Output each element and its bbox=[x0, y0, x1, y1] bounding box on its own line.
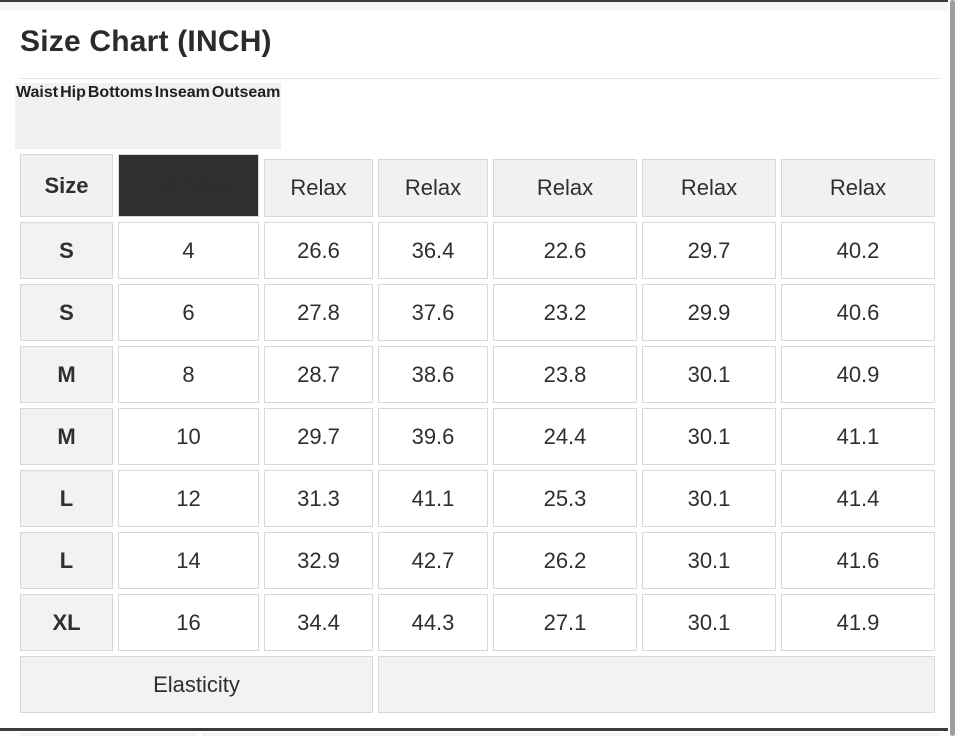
bottom-frame-line bbox=[0, 728, 960, 731]
table-body: S 4 26.6 36.4 22.6 29.7 40.2 S 6 27.8 37… bbox=[20, 222, 935, 651]
fit-type-cell: Relax bbox=[642, 159, 776, 217]
size-cell: S bbox=[20, 222, 113, 279]
us-size-cell: 6 bbox=[118, 284, 259, 341]
page-title: Size Chart (INCH) bbox=[20, 25, 272, 58]
inseam-cell: 30.1 bbox=[642, 408, 776, 465]
title-divider bbox=[20, 78, 940, 79]
table-row: M 8 28.7 38.6 23.8 30.1 40.9 bbox=[20, 346, 935, 403]
bottoms-cell: 23.8 bbox=[493, 346, 637, 403]
size-cell: S bbox=[20, 284, 113, 341]
outseam-cell: 40.6 bbox=[781, 284, 935, 341]
measure-column-header: Bottoms bbox=[86, 83, 154, 149]
inseam-cell: 30.1 bbox=[642, 470, 776, 527]
footer-row: Elasticity bbox=[20, 656, 935, 713]
us-size-cell: 8 bbox=[118, 346, 259, 403]
bottoms-cell: 22.6 bbox=[493, 222, 637, 279]
outseam-cell: 40.9 bbox=[781, 346, 935, 403]
fit-type-cell: Relax bbox=[264, 159, 373, 217]
us-size-cell: 10 bbox=[118, 408, 259, 465]
measure-column-header: Inseam bbox=[153, 83, 211, 149]
bottoms-cell: 25.3 bbox=[493, 470, 637, 527]
hip-cell: 37.6 bbox=[378, 284, 488, 341]
us-size-column-header: US Size bbox=[118, 154, 259, 217]
us-size-cell: 16 bbox=[118, 594, 259, 651]
fit-type-cell: Relax bbox=[781, 159, 935, 217]
size-chart-panel: Size Chart (INCH) Waist Hip Bottoms Inse… bbox=[0, 10, 955, 718]
waist-cell: 29.7 bbox=[264, 408, 373, 465]
waist-cell: 26.6 bbox=[264, 222, 373, 279]
outseam-cell: 41.6 bbox=[781, 532, 935, 589]
elasticity-label: Elasticity bbox=[20, 656, 373, 713]
bottoms-cell: 23.2 bbox=[493, 284, 637, 341]
hip-cell: 42.7 bbox=[378, 532, 488, 589]
hip-cell: 41.1 bbox=[378, 470, 488, 527]
us-size-cell: 4 bbox=[118, 222, 259, 279]
next-section-peek bbox=[20, 733, 197, 736]
table-row: L 12 31.3 41.1 25.3 30.1 41.4 bbox=[20, 470, 935, 527]
size-cell: XL bbox=[20, 594, 113, 651]
size-cell: L bbox=[20, 532, 113, 589]
waist-cell: 27.8 bbox=[264, 284, 373, 341]
inseam-cell: 29.9 bbox=[642, 284, 776, 341]
table-row: S 6 27.8 37.6 23.2 29.9 40.6 bbox=[20, 284, 935, 341]
bottoms-cell: 24.4 bbox=[493, 408, 637, 465]
waist-cell: 31.3 bbox=[264, 470, 373, 527]
table-row: M 10 29.7 39.6 24.4 30.1 41.1 bbox=[20, 408, 935, 465]
waist-cell: 32.9 bbox=[264, 532, 373, 589]
elasticity-value-empty bbox=[378, 656, 935, 713]
measure-column-header: Waist bbox=[15, 83, 60, 149]
size-cell: M bbox=[20, 408, 113, 465]
top-frame-line bbox=[0, 0, 960, 2]
outseam-cell: 40.2 bbox=[781, 222, 935, 279]
inseam-cell: 29.7 bbox=[642, 222, 776, 279]
measure-column-header: Hip bbox=[59, 83, 87, 149]
size-chart-table: Size US Size Relax Relax Relax Relax Rel… bbox=[15, 149, 940, 718]
table-row: L 14 32.9 42.7 26.2 30.1 41.6 bbox=[20, 532, 935, 589]
fit-type-cell: Relax bbox=[493, 159, 637, 217]
top-band bbox=[0, 2, 960, 10]
bottoms-cell: 27.1 bbox=[493, 594, 637, 651]
hip-cell: 44.3 bbox=[378, 594, 488, 651]
size-cell: L bbox=[20, 470, 113, 527]
outseam-cell: 41.1 bbox=[781, 408, 935, 465]
header-row-fit: Relax Relax Relax Relax Relax bbox=[20, 159, 935, 217]
next-section-peek bbox=[202, 733, 940, 736]
hip-cell: 39.6 bbox=[378, 408, 488, 465]
bottoms-cell: 26.2 bbox=[493, 532, 637, 589]
table-row: XL 16 34.4 44.3 27.1 30.1 41.9 bbox=[20, 594, 935, 651]
size-cell: M bbox=[20, 346, 113, 403]
inseam-cell: 30.1 bbox=[642, 532, 776, 589]
table-row: S 4 26.6 36.4 22.6 29.7 40.2 bbox=[20, 222, 935, 279]
inseam-cell: 30.1 bbox=[642, 346, 776, 403]
measure-column-header: Outseam bbox=[210, 83, 282, 149]
inseam-cell: 30.1 bbox=[642, 594, 776, 651]
fit-type-cell: Relax bbox=[378, 159, 488, 217]
hip-cell: 38.6 bbox=[378, 346, 488, 403]
waist-cell: 28.7 bbox=[264, 346, 373, 403]
hip-cell: 36.4 bbox=[378, 222, 488, 279]
scrollbar-thumb[interactable] bbox=[950, 0, 955, 736]
waist-cell: 34.4 bbox=[264, 594, 373, 651]
us-size-cell: 12 bbox=[118, 470, 259, 527]
size-column-header: Size bbox=[20, 154, 113, 217]
outseam-cell: 41.4 bbox=[781, 470, 935, 527]
outseam-cell: 41.9 bbox=[781, 594, 935, 651]
us-size-cell: 14 bbox=[118, 532, 259, 589]
